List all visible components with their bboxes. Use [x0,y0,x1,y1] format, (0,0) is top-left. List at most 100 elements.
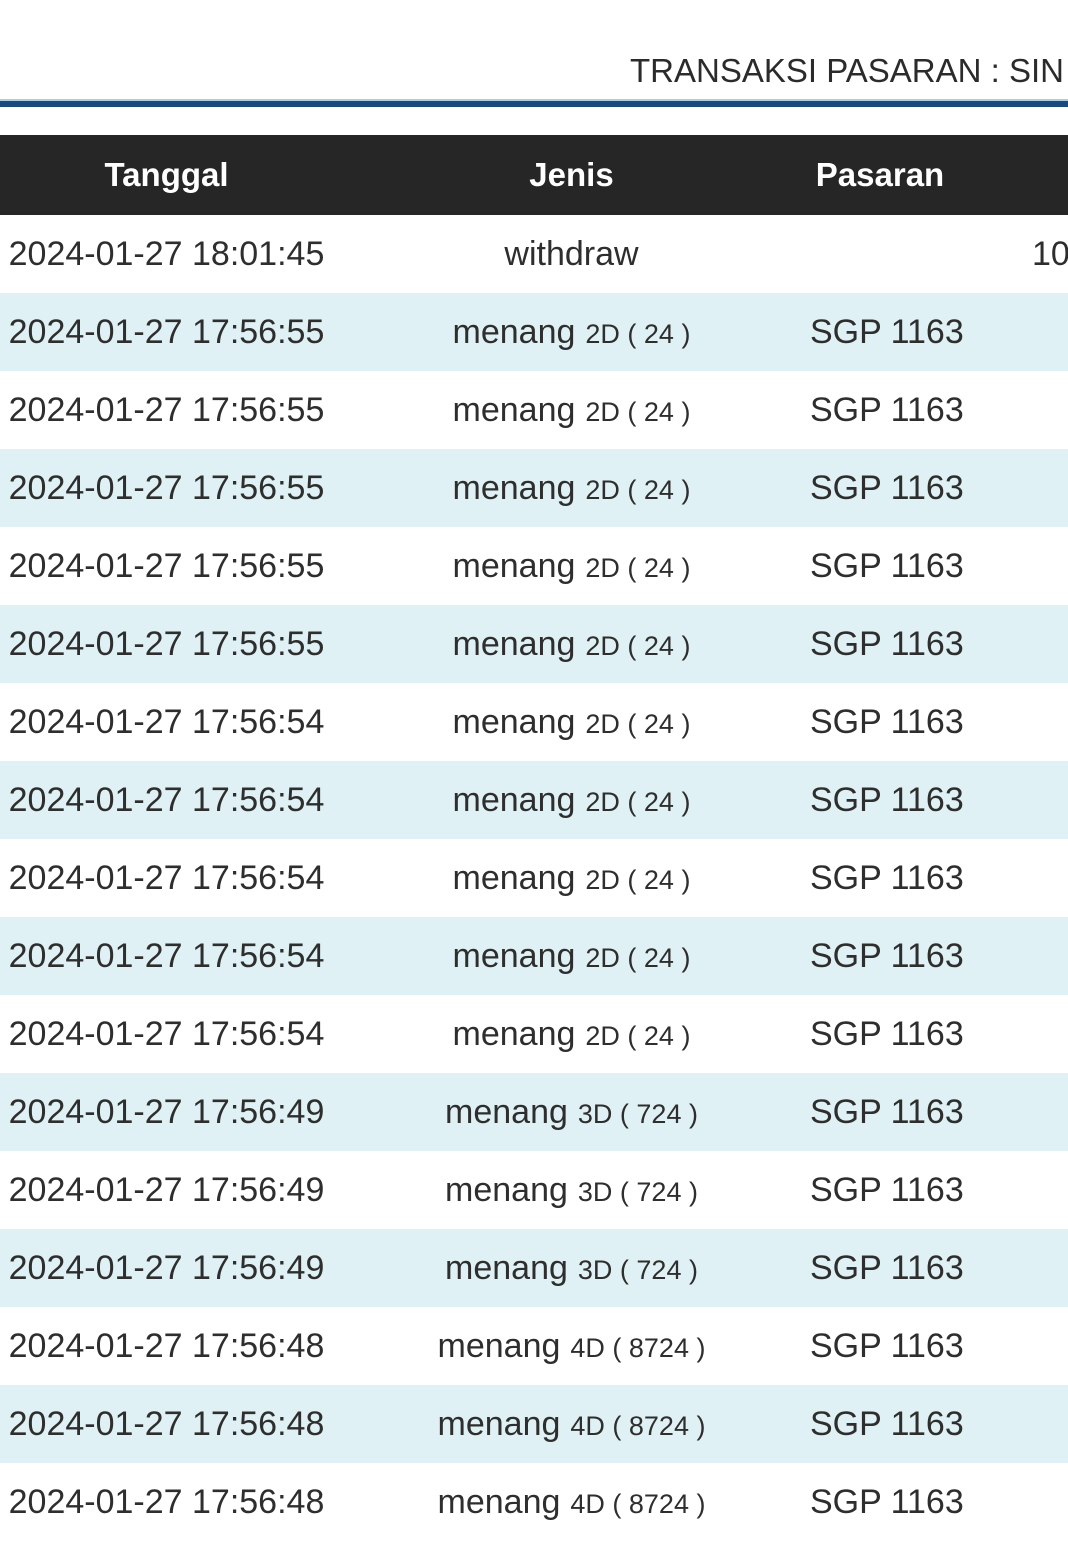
cell-jenis: menang 4D ( 8724 ) [333,1463,810,1541]
cell-jenis: menang 2D ( 24 ) [333,605,810,683]
cell-pasaran: SGP 1163 [810,1170,964,1209]
cell-tanggal: 2024-01-27 17:56:54 [8,936,325,975]
cell-jenis: menang 2D ( 24 ) [333,449,810,527]
table-row: 2024-01-27 17:56:55 menang 2D ( 24 ) SGP … [0,527,1068,605]
jenis-label: menang [445,1170,568,1209]
jenis-label: menang [452,858,576,897]
page-title: TRANSAKSI PASARAN : SIN [630,52,1064,89]
cell-tanggal: 2024-01-27 17:56:54 [8,780,325,819]
table-row: 2024-01-27 17:56:54 menang 2D ( 24 ) SGP … [0,839,1068,917]
cell-amount [950,683,1068,761]
cell-amount [950,293,1068,371]
cell-jenis: menang 4D ( 8724 ) [333,1307,810,1385]
cell-amount [950,605,1068,683]
table-row: 2024-01-27 17:56:54 menang 2D ( 24 ) SGP … [0,995,1068,1073]
table-row: 2024-01-27 17:56:55 menang 2D ( 24 ) SGP … [0,605,1068,683]
cell-jenis: menang 3D ( 724 ) [333,1073,810,1151]
table-row: 2024-01-27 17:56:49 menang 3D ( 724 ) SGP… [0,1073,1068,1151]
table-row: 2024-01-27 17:56:48 menang 4D ( 8724 ) SG… [0,1385,1068,1463]
table-body: 2024-01-27 18:01:45 withdraw 10 2024-01-… [0,215,1068,1541]
cell-pasaran: SGP 1163 [810,780,964,819]
cell-pasaran: SGP 1163 [810,1014,964,1053]
table-row: 2024-01-27 18:01:45 withdraw 10 [0,215,1068,293]
cell-tanggal: 2024-01-27 17:56:49 [8,1092,325,1131]
cell-jenis: menang 2D ( 24 ) [333,917,810,995]
table-row-partial: 2024-01-27 17:56:48 menang 4D ( 8724 ) SG… [0,1463,1068,1541]
jenis-detail: 4D ( 8724 ) [570,1332,706,1363]
cell-jenis: menang 3D ( 724 ) [333,1151,810,1229]
jenis-label: menang [452,468,576,507]
cell-pasaran: SGP 1163 [810,390,964,429]
jenis-label: menang [452,624,576,663]
cell-amount [950,1151,1068,1229]
cell-amount [950,1463,1068,1541]
cell-pasaran [810,215,950,293]
jenis-label: menang [452,936,576,975]
jenis-label: withdraw [504,234,639,273]
cell-tanggal: 2024-01-27 17:56:48 [8,1482,325,1521]
cell-jenis: menang 2D ( 24 ) [333,293,810,371]
jenis-detail: 2D ( 24 ) [585,864,691,895]
cell-pasaran: SGP 1163 [810,1404,964,1443]
cell-tanggal: 2024-01-27 17:56:55 [8,624,325,663]
cell-pasaran: SGP 1163 [810,546,964,585]
jenis-detail: 3D ( 724 ) [577,1254,698,1285]
cell-amount: 10 [1032,234,1068,273]
cell-jenis: menang 3D ( 724 ) [333,1229,810,1307]
table-header-row: Tanggal Jenis Pasaran [0,135,1068,215]
cell-pasaran: SGP 1163 [810,468,964,507]
jenis-detail: 2D ( 24 ) [585,552,691,583]
table-row: 2024-01-27 17:56:55 menang 2D ( 24 ) SGP … [0,371,1068,449]
cell-pasaran: SGP 1163 [810,936,964,975]
jenis-detail: 3D ( 724 ) [577,1176,698,1207]
column-header-pasaran: Pasaran [810,135,950,215]
cell-jenis: menang 2D ( 24 ) [333,761,810,839]
table-row: 2024-01-27 17:56:54 menang 2D ( 24 ) SGP … [0,761,1068,839]
cell-amount [950,995,1068,1073]
cell-amount [950,1307,1068,1385]
jenis-detail: 2D ( 24 ) [585,318,691,349]
table-row: 2024-01-27 17:56:54 menang 2D ( 24 ) SGP … [0,683,1068,761]
jenis-label: menang [452,546,576,585]
cell-amount [950,839,1068,917]
cell-jenis: menang 2D ( 24 ) [333,839,810,917]
jenis-detail: 2D ( 24 ) [585,396,691,427]
cell-tanggal: 2024-01-27 17:56:55 [8,546,325,585]
cell-pasaran: SGP 1163 [810,1092,964,1131]
jenis-label: menang [452,312,576,351]
table-row: 2024-01-27 17:56:55 menang 2D ( 24 ) SGP … [0,293,1068,371]
jenis-detail: 2D ( 24 ) [585,786,691,817]
cell-pasaran: SGP 1163 [810,1482,964,1521]
column-header-tanggal: Tanggal [0,135,333,215]
jenis-detail: 2D ( 24 ) [585,708,691,739]
jenis-detail: 2D ( 24 ) [585,942,691,973]
transactions-table: Tanggal Jenis Pasaran 2024-01-27 18:01:4… [0,135,1068,1541]
jenis-detail: 2D ( 24 ) [585,630,691,661]
jenis-label: menang [445,1248,568,1287]
cell-amount [950,371,1068,449]
jenis-detail: 4D ( 8724 ) [570,1488,706,1519]
cell-pasaran: SGP 1163 [810,1248,964,1287]
cell-amount [950,527,1068,605]
table-row: 2024-01-27 17:56:49 menang 3D ( 724 ) SGP… [0,1151,1068,1229]
jenis-label: menang [452,390,576,429]
cell-amount [950,917,1068,995]
column-header-jenis: Jenis [333,135,810,215]
table-row: 2024-01-27 17:56:49 menang 3D ( 724 ) SGP… [0,1229,1068,1307]
cell-tanggal: 2024-01-27 17:56:54 [8,702,325,741]
cell-pasaran: SGP 1163 [810,702,964,741]
cell-amount [950,1385,1068,1463]
jenis-label: menang [452,780,576,819]
cell-tanggal: 2024-01-27 17:56:55 [8,468,325,507]
cell-tanggal: 2024-01-27 18:01:45 [8,234,325,273]
cell-pasaran: SGP 1163 [810,312,964,351]
cell-tanggal: 2024-01-27 17:56:54 [8,858,325,897]
cell-amount [950,1073,1068,1151]
cell-tanggal: 2024-01-27 17:56:48 [8,1326,325,1365]
jenis-label: menang [437,1326,561,1365]
column-header-clipped [950,135,1068,215]
cell-tanggal: 2024-01-27 17:56:54 [8,1014,325,1053]
jenis-label: menang [452,1014,576,1053]
jenis-detail: 4D ( 8724 ) [570,1410,706,1441]
table-row: 2024-01-27 17:56:48 menang 4D ( 8724 ) SG… [0,1307,1068,1385]
